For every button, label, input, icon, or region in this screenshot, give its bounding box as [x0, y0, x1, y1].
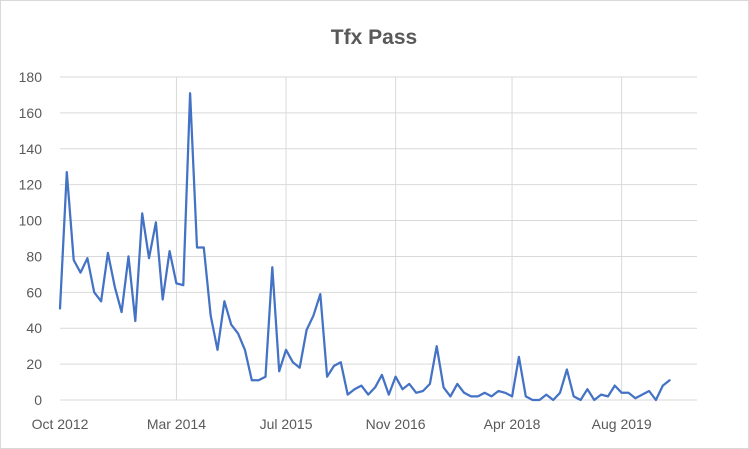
y-tick-label: 20	[26, 356, 42, 372]
y-tick-label: 140	[19, 141, 43, 157]
y-tick-label: 160	[19, 105, 43, 121]
x-tick-label: Apr 2018	[484, 416, 541, 432]
y-tick-label: 120	[19, 177, 43, 193]
series-layer	[58, 92, 671, 402]
x-tick-label: Oct 2012	[32, 416, 89, 432]
y-tick-label: 60	[26, 284, 42, 300]
x-tick-label: Nov 2016	[366, 416, 426, 432]
y-tick-label: 40	[26, 320, 42, 336]
x-axis-tick-labels: Oct 2012 Mar 2014 Jul 2015 Nov 2016 Apr 2018…	[32, 416, 652, 432]
x-tick-label: Mar 2014	[147, 416, 206, 432]
series-line-0	[58, 92, 671, 402]
y-tick-label: 180	[19, 69, 43, 85]
chart-title: Tfx Pass	[331, 26, 417, 49]
x-tick-label: Jul 2015	[260, 416, 313, 432]
y-tick-label: 80	[26, 248, 42, 264]
y-tick-label: 0	[34, 392, 42, 408]
x-tick-label: Aug 2019	[592, 416, 652, 432]
y-axis-tick-labels: 0 20 40 60 80 100 120 140 160 180	[19, 69, 43, 408]
horizontal-gridlines	[60, 76, 697, 365]
y-tick-label: 100	[19, 213, 43, 229]
vertical-gridlines	[175, 77, 623, 400]
